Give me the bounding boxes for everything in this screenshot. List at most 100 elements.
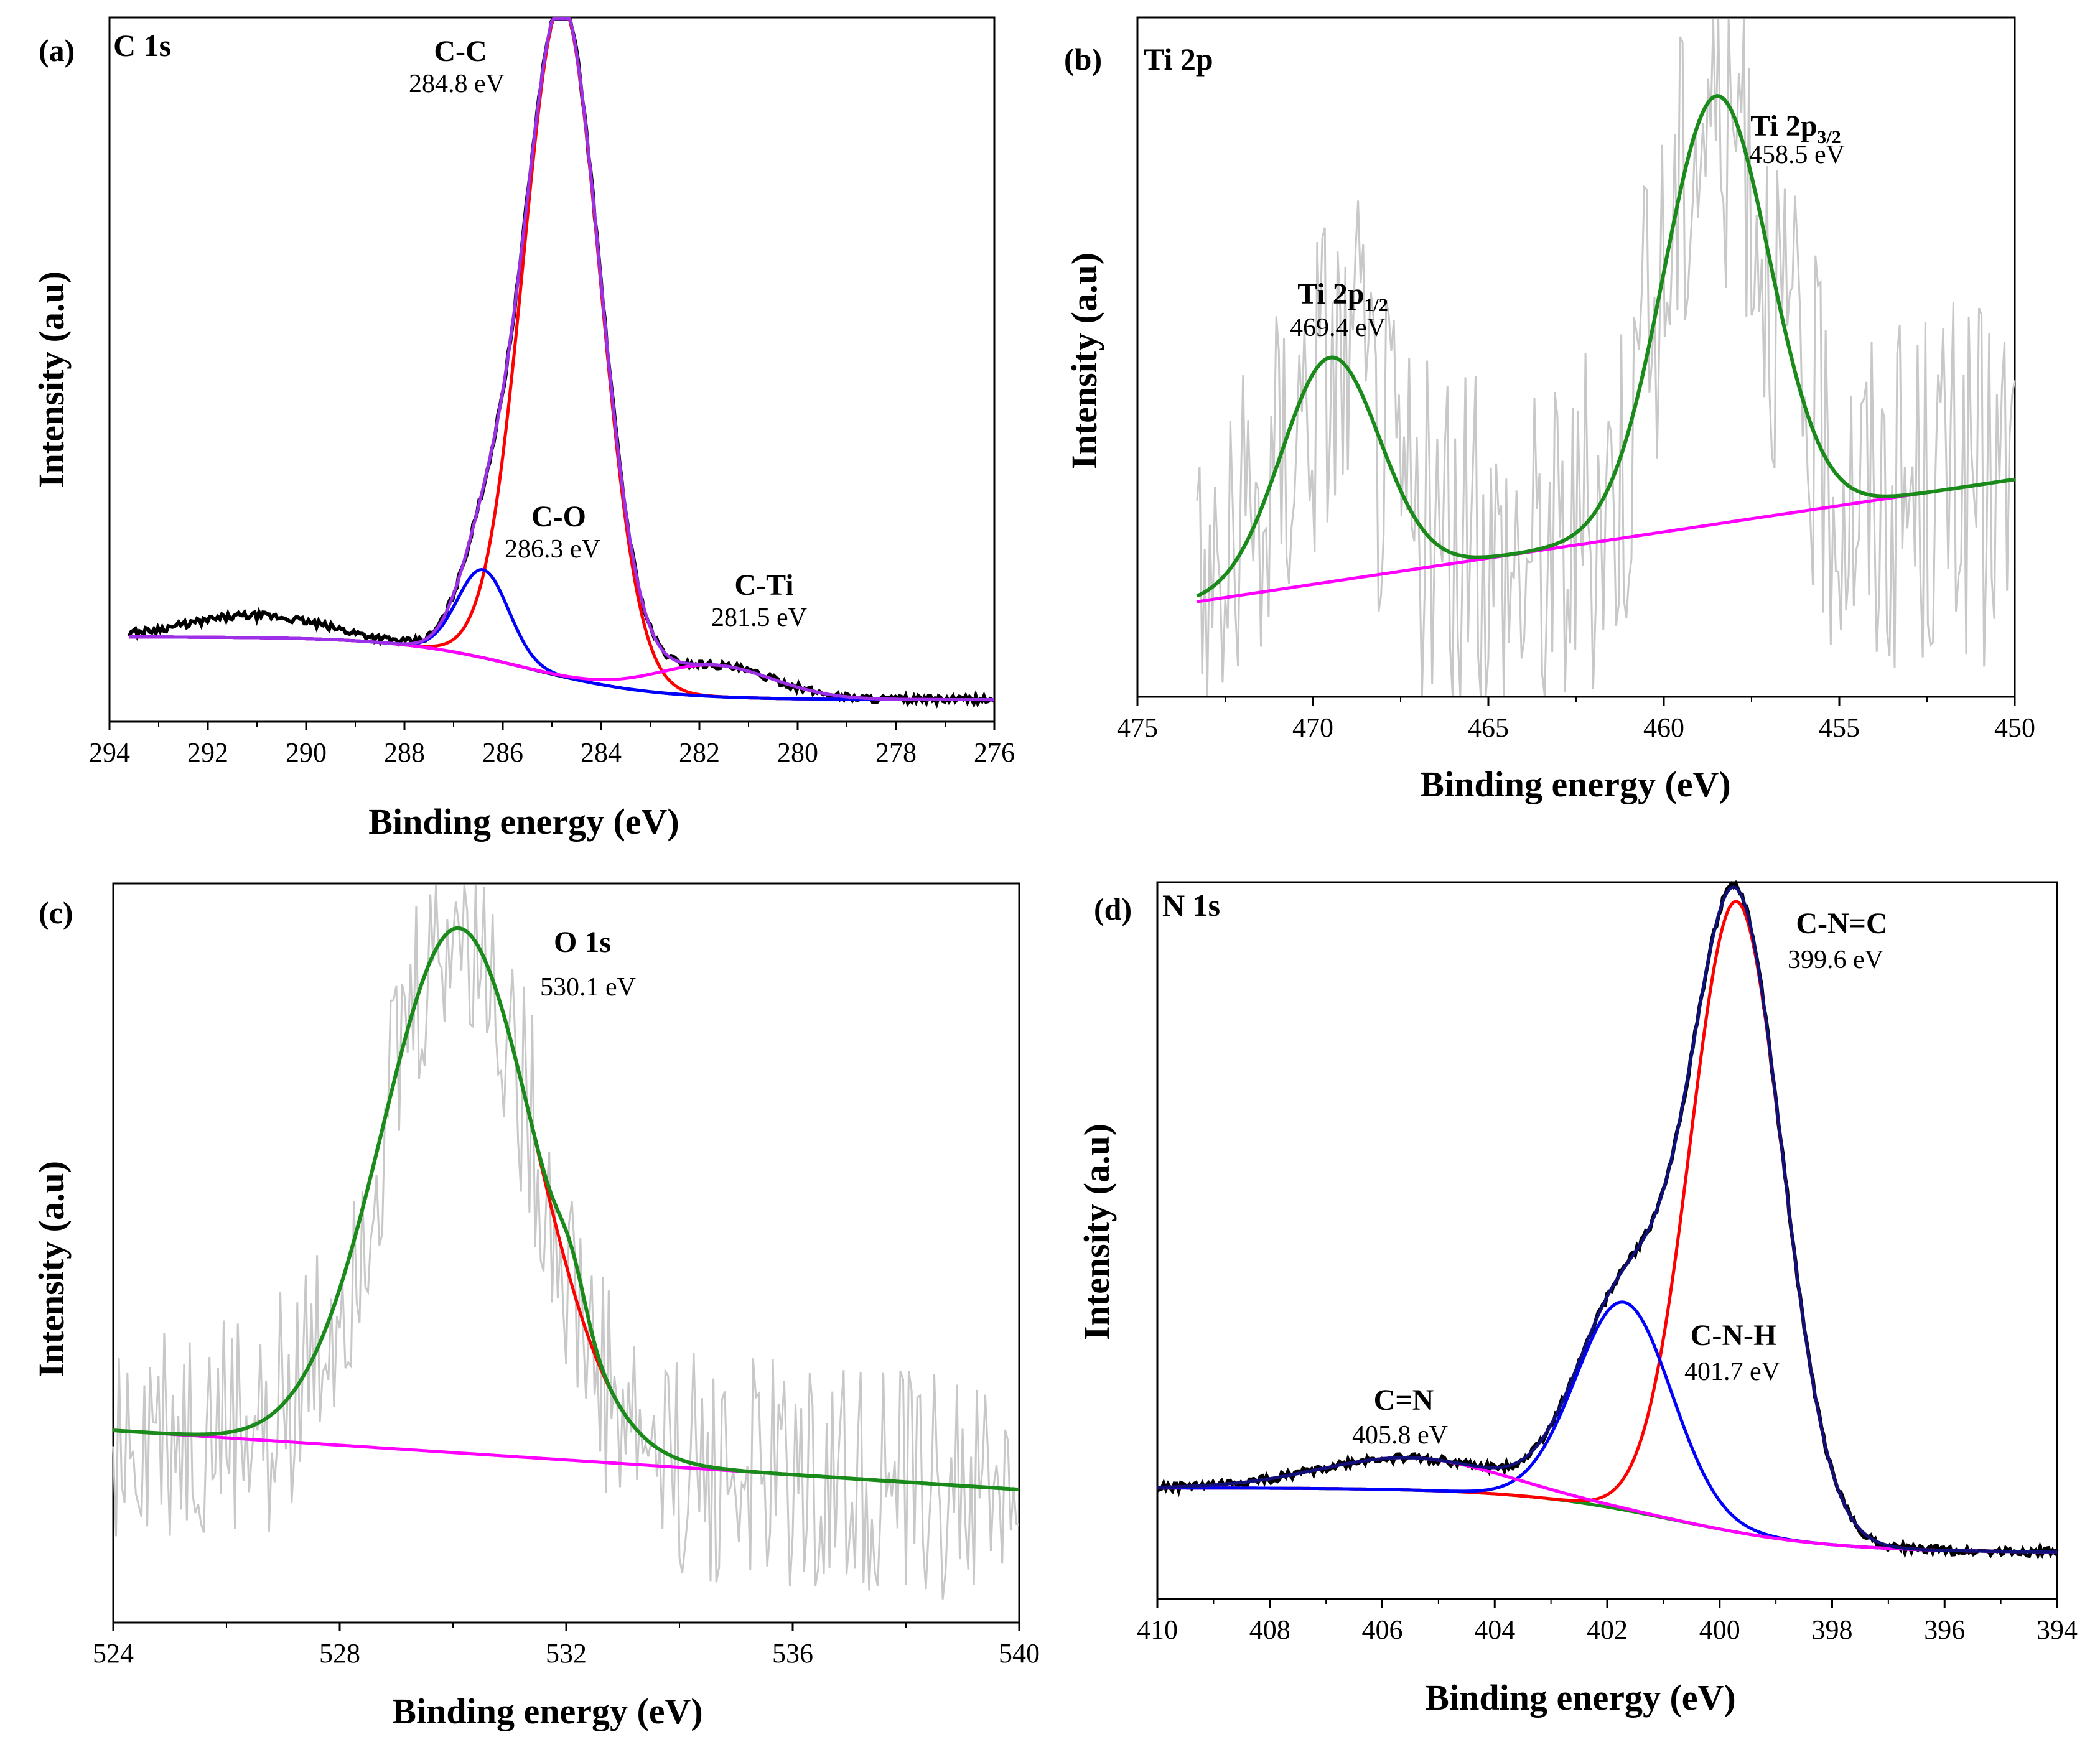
x-tick-label: 394 — [2037, 1614, 2078, 1645]
component-peak-line — [129, 567, 994, 702]
background-line — [129, 635, 994, 702]
x-tick-label: 276 — [974, 737, 1015, 768]
panel-c: (c) 524 528 532 536 540 O 1s 530.1 eV Bindin… — [31, 882, 1040, 1731]
peak-value-ti-2p-3-2: 458.5 eV — [1749, 141, 1845, 169]
panel-b-title: Ti 2p — [1144, 42, 1213, 77]
panel-c-annotations: O 1s 530.1 eV — [540, 926, 636, 1002]
panel-a-title: C 1s — [113, 28, 171, 63]
peak-value-c-ti: 281.5 eV — [711, 603, 807, 632]
panel-d-title: N 1s — [1162, 888, 1220, 923]
x-tick-label: 292 — [187, 737, 228, 768]
x-tick-label: 404 — [1474, 1614, 1515, 1645]
x-tick-label: 528 — [319, 1638, 360, 1669]
peak-value-c-n-c: 399.6 eV — [1788, 946, 1883, 974]
panel-a-curves — [127, 17, 996, 709]
raw-noisy-spectrum-line — [1196, 18, 2016, 696]
x-tick-label: 406 — [1362, 1614, 1403, 1645]
raw-noisy-spectrum-line — [112, 884, 1020, 1600]
component-peak-line — [129, 635, 994, 702]
panel-b: (b) Ti 2p 475 470 465 460 455 450 Ti 2p1/2 46… — [1064, 16, 2035, 804]
component-peak-line — [1157, 1300, 2057, 1554]
x-tick-label: 282 — [679, 737, 720, 768]
x-tick-label: 278 — [875, 737, 917, 768]
envelope-fit-line — [1196, 94, 2015, 598]
peak-label-ti-2p-3-2-sub: 3/2 — [1817, 127, 1841, 147]
component-peak-line — [1157, 1456, 2057, 1554]
x-tick-label: 470 — [1292, 712, 1333, 743]
x-tick-label: 402 — [1587, 1614, 1628, 1645]
peak-label-c-o: C-O — [531, 500, 586, 533]
peak-value-c-o: 286.3 eV — [505, 535, 600, 564]
panel-a-y-title: Intensity (a.u) — [31, 271, 72, 488]
background-line — [1157, 1486, 2057, 1554]
x-tick-label: 294 — [89, 737, 130, 768]
panel-a-ticks: 294 292 290 288 286 284 282 280 278 276 — [89, 722, 1015, 768]
x-tick-label: 410 — [1137, 1614, 1178, 1645]
component-peak-line — [129, 17, 994, 702]
panel-d-annotations: C-N=C 399.6 eV C-N-H 401.7 eV C=N 405.8 … — [1352, 907, 1888, 1450]
x-tick-label: 475 — [1117, 712, 1158, 743]
background-line — [1197, 478, 2015, 603]
x-tick-label: 288 — [384, 737, 425, 768]
peak-label-ti-2p-3-2-main: Ti 2p — [1750, 109, 1817, 142]
envelope-fit-line — [113, 926, 1020, 1492]
x-tick-label: 280 — [777, 737, 818, 768]
peak-label-ti-2p-1-2: Ti 2p1/2 — [1297, 277, 1388, 315]
panel-d-curves — [1156, 880, 2059, 1560]
raw-spectrum-line — [1156, 880, 2059, 1560]
x-tick-label: 455 — [1819, 712, 1860, 743]
x-tick-label: 396 — [1924, 1614, 1965, 1645]
panel-a-x-title: Binding energy (eV) — [368, 801, 679, 842]
panel-b-y-title: Intensity (a.u) — [1064, 253, 1104, 469]
x-tick-label: 465 — [1468, 712, 1509, 743]
x-tick-label: 408 — [1249, 1614, 1290, 1645]
panel-c-x-title: Binding energy (eV) — [392, 1691, 702, 1731]
peak-value-c-n-h: 401.7 eV — [1684, 1358, 1780, 1386]
panel-d: (d) N 1s 410 408 406 404 402 400 398 396 394 C-N… — [1076, 880, 2078, 1718]
peak-value-o-1s: 530.1 eV — [540, 973, 636, 1002]
peak-label-c-n-c: C-N=C — [1796, 907, 1887, 940]
x-tick-label: 524 — [93, 1638, 134, 1669]
x-tick-label: 532 — [546, 1638, 587, 1669]
panel-b-x-title: Binding energy (eV) — [1420, 764, 1730, 804]
peak-label-c-ti: C-Ti — [734, 569, 793, 602]
panel-b-letter: (b) — [1064, 42, 1102, 77]
panel-b-curves — [1196, 18, 2016, 696]
peak-label-o-1s: O 1s — [554, 926, 611, 959]
panel-c-y-title: Intensity (a.u) — [31, 1161, 72, 1377]
panel-d-letter: (d) — [1094, 892, 1132, 926]
peak-value-c-c: 284.8 eV — [409, 70, 505, 98]
peak-value-ti-2p-1-2: 469.4 eV — [1290, 314, 1386, 342]
x-tick-label: 286 — [482, 737, 523, 768]
peak-label-ti-2p-1-2-main: Ti 2p — [1297, 277, 1364, 310]
peak-label-c-eq-n: C=N — [1374, 1384, 1434, 1417]
x-tick-label: 460 — [1643, 712, 1684, 743]
panel-b-ticks: 475 470 465 460 455 450 — [1117, 697, 2035, 743]
peak-label-ti-2p-3-2: Ti 2p3/2 — [1750, 109, 1841, 147]
x-tick-label: 398 — [1812, 1614, 1853, 1645]
panel-d-ticks: 410 408 406 404 402 400 398 396 394 — [1137, 1599, 2078, 1645]
x-tick-label: 400 — [1699, 1614, 1740, 1645]
peak-label-c-n-h: C-N-H — [1691, 1319, 1777, 1352]
panel-c-ticks: 524 528 532 536 540 — [93, 1623, 1040, 1669]
envelope-fit-line — [129, 17, 994, 702]
component-peak-line — [1157, 900, 2057, 1554]
panel-a-annotations: C-C 284.8 eV C-O 286.3 eV C-Ti 281.5 eV — [409, 35, 807, 632]
peak-value-c-eq-n: 405.8 eV — [1352, 1421, 1448, 1450]
x-tick-label: 290 — [286, 737, 327, 768]
x-tick-label: 536 — [772, 1638, 813, 1669]
peak-label-ti-2p-1-2-sub: 1/2 — [1364, 295, 1388, 315]
peak-label-c-c: C-C — [434, 35, 487, 68]
x-tick-label: 540 — [999, 1638, 1040, 1669]
x-tick-label: 284 — [581, 737, 622, 768]
panel-d-y-title: Intensity (a.u) — [1076, 1124, 1117, 1340]
raw-spectrum-line — [127, 17, 996, 709]
panel-d-frame — [1156, 881, 2058, 1600]
envelope-fit-line — [1157, 885, 2057, 1554]
panel-b-annotations: Ti 2p1/2 469.4 eV Ti 2p3/2 458.5 eV — [1290, 109, 1845, 342]
x-tick-label: 450 — [1994, 712, 2035, 743]
panel-a-letter: (a) — [39, 33, 75, 68]
panel-c-curves — [112, 884, 1020, 1600]
panel-d-x-title: Binding energy (eV) — [1425, 1677, 1735, 1718]
